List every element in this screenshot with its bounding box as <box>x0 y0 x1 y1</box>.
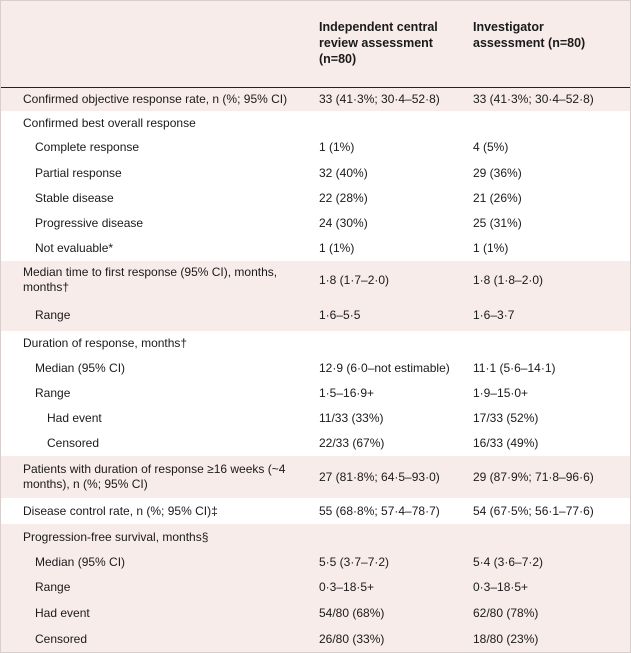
row-label: Range <box>35 580 71 594</box>
cell-value: 4 (5%) <box>473 140 509 154</box>
table-row: Complete response 1 (1%) 4 (5%) <box>1 135 630 160</box>
row-label: Censored <box>47 436 100 450</box>
cell-value: 0·3–18·5+ <box>473 580 529 594</box>
row-label: Disease control rate, n (%; 95% CI)‡ <box>23 503 218 518</box>
row-label: Had event <box>35 605 90 620</box>
table-row: Had event 54/80 (68%) 62/80 (78%) <box>1 600 630 626</box>
table-row: Confirmed objective response rate, n (%;… <box>1 88 630 111</box>
column-header: Investigator assessment (n=80) <box>473 20 586 50</box>
table-row: Patients with duration of response ≥16 w… <box>1 456 630 498</box>
cell-value: 11/33 (33%) <box>319 411 384 425</box>
table-row: Stable disease 22 (28%) 21 (26%) <box>1 186 630 211</box>
row-label: Confirmed best overall response <box>23 115 196 130</box>
cell-value: 1·8 (1·7–2·0) <box>319 272 390 287</box>
row-label: Stable disease <box>35 191 114 205</box>
row-label: Duration of response, months† <box>23 336 188 350</box>
row-label: Confirmed objective response rate, n (%;… <box>23 92 288 106</box>
row-label: Range <box>35 307 71 322</box>
cell-value: 22/33 (67%) <box>319 436 385 450</box>
cell-value: 11·1 (5·6–14·1) <box>473 361 556 375</box>
row-label: Patients with duration of response ≥16 w… <box>23 462 286 491</box>
cell-value: 1·8 (1·8–2·0) <box>473 272 544 287</box>
column-header: Independent central review assessment (n… <box>319 20 438 66</box>
cell-value: 32 (40%) <box>319 165 368 180</box>
table-header: Independent central review assessment (n… <box>1 1 630 88</box>
table-row: Censored 22/33 (67%) 16/33 (49%) <box>1 431 630 456</box>
row-label: Partial response <box>35 165 122 180</box>
cell-value: 25 (31%) <box>473 216 522 230</box>
cell-value: 1·5–16·9+ <box>319 386 375 400</box>
table-row: Median (95% CI) 12·9 (6·0–not estimable) 1… <box>1 356 630 381</box>
table-row: Median time to first response (95% CI), … <box>1 261 630 299</box>
cell-value: 33 (41·3%; 30·4–52·8) <box>473 92 594 106</box>
row-label: Progressive disease <box>35 216 144 230</box>
table-row: Disease control rate, n (%; 95% CI)‡ 55 (… <box>1 498 630 524</box>
cell-value: 33 (41·3%; 30·4–52·8) <box>319 92 440 106</box>
cell-value: 55 (68·8%; 57·4–78·7) <box>319 503 440 518</box>
table-row: Progression-free survival, months§ <box>1 524 630 550</box>
table-row: Not evaluable* 1 (1%) 1 (1%) <box>1 236 630 261</box>
row-label: Complete response <box>35 140 140 154</box>
cell-value: 5·4 (3·6–7·2) <box>473 555 544 569</box>
row-label: Median (95% CI) <box>35 361 126 375</box>
cell-value: 1 (1%) <box>319 241 355 255</box>
table-row: Had event 11/33 (33%) 17/33 (52%) <box>1 406 630 431</box>
table-row: Duration of response, months† <box>1 331 630 356</box>
table-row: Range 0·3–18·5+ 0·3–18·5+ <box>1 575 630 600</box>
cell-value: 5·5 (3·7–7·2) <box>319 555 390 569</box>
cell-value: 1·9–15·0+ <box>473 386 529 400</box>
cell-value: 22 (28%) <box>319 191 368 205</box>
cell-value: 24 (30%) <box>319 216 368 230</box>
row-label: Range <box>35 386 71 400</box>
cell-value: 18/80 (23%) <box>473 631 539 646</box>
row-label: Median (95% CI) <box>35 555 126 569</box>
row-label: Not evaluable* <box>35 241 114 255</box>
cell-value: 29 (87·9%; 71·8–96·6) <box>473 469 594 484</box>
row-label: Progression-free survival, months§ <box>23 529 209 544</box>
table-row: Partial response 32 (40%) 29 (36%) <box>1 160 630 186</box>
cell-value: 17/33 (52%) <box>473 411 539 425</box>
cell-value: 21 (26%) <box>473 191 522 205</box>
cell-value: 12·9 (6·0–not estimable) <box>319 361 450 375</box>
cell-value: 0·3–18·5+ <box>319 580 375 594</box>
table-row: Range 1·5–16·9+ 1·9–15·0+ <box>1 381 630 406</box>
cell-value: 54/80 (68%) <box>319 605 385 620</box>
row-label: Had event <box>47 411 102 425</box>
table-row: Progressive disease 24 (30%) 25 (31%) <box>1 211 630 236</box>
cell-value: 1 (1%) <box>319 140 355 154</box>
row-label: Censored <box>35 631 88 646</box>
cell-value: 1·6–3·7 <box>473 307 515 322</box>
table-row: Range 1·6–5·5 1·6–3·7 <box>1 299 630 331</box>
cell-value: 26/80 (33%) <box>319 631 385 646</box>
cell-value: 27 (81·8%; 64·5–93·0) <box>319 469 440 484</box>
cell-value: 62/80 (78%) <box>473 605 539 620</box>
cell-value: 1·6–5·5 <box>319 307 361 322</box>
table-row: Censored 26/80 (33%) 18/80 (23%) <box>1 626 630 652</box>
row-label: Median time to first response (95% CI), … <box>23 265 278 294</box>
cell-value: 16/33 (49%) <box>473 436 539 450</box>
table-row: Confirmed best overall response <box>1 111 630 135</box>
cell-value: 54 (67·5%; 56·1–77·6) <box>473 503 594 518</box>
cell-value: 29 (36%) <box>473 165 522 180</box>
cell-value: 1 (1%) <box>473 241 509 255</box>
table-row: Median (95% CI) 5·5 (3·7–7·2) 5·4 (3·6–7·2… <box>1 550 630 575</box>
